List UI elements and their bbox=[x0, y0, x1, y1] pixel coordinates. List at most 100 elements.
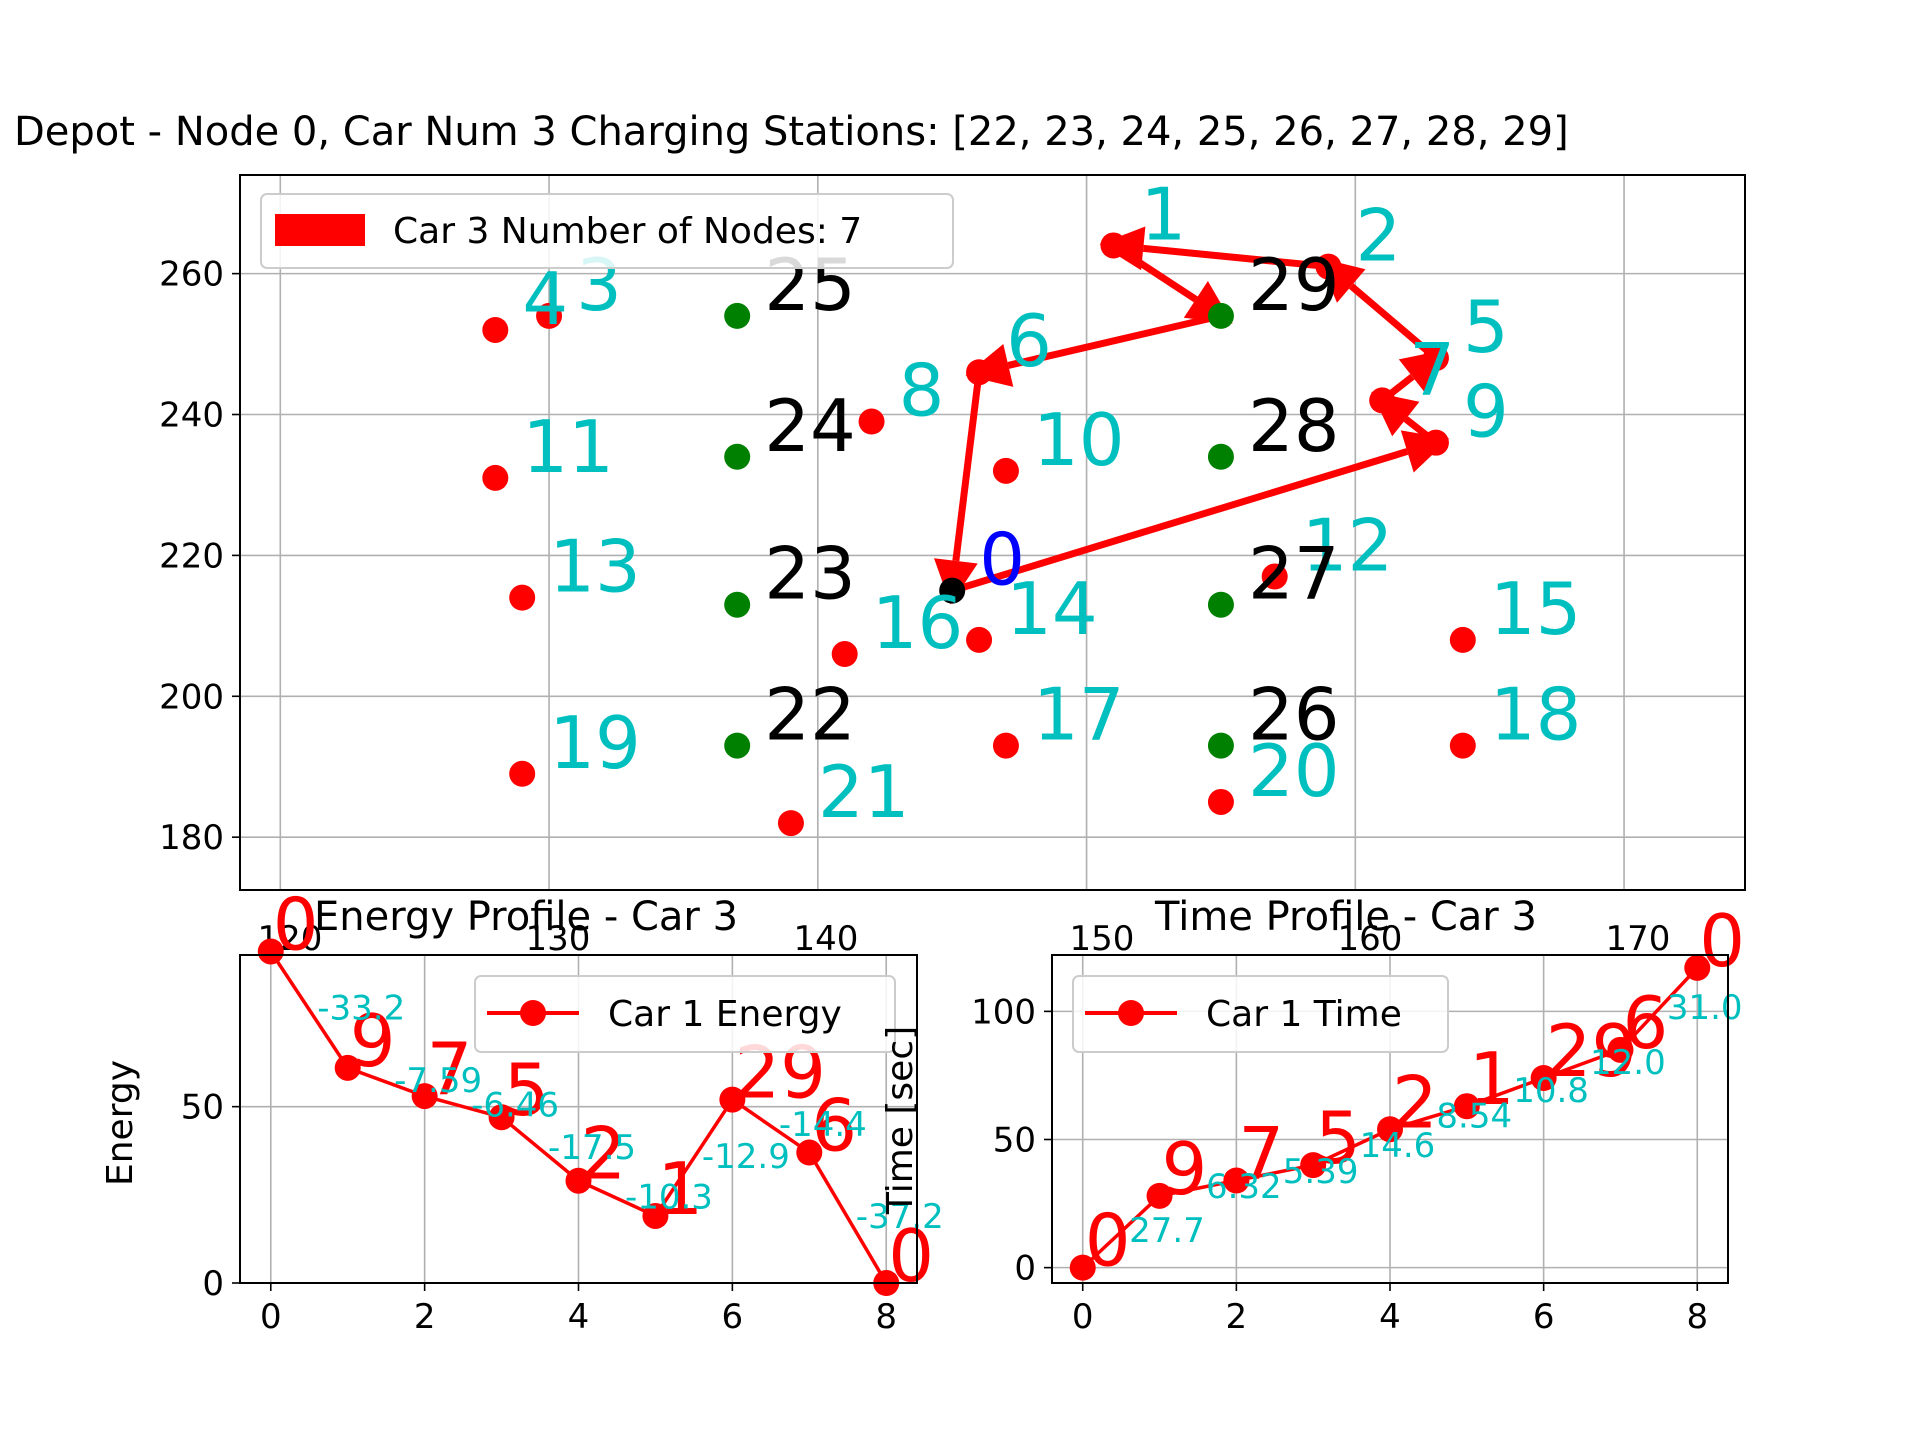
series-marker bbox=[1684, 954, 1711, 981]
customer-point bbox=[536, 302, 563, 329]
segment-delta-label: -6.46 bbox=[471, 1086, 559, 1126]
customer-label: 21 bbox=[818, 750, 910, 834]
segment-delta-label: 31.0 bbox=[1667, 988, 1743, 1028]
station-point bbox=[724, 591, 751, 618]
segment-delta-label: -37.2 bbox=[856, 1197, 944, 1237]
time-series bbox=[1069, 954, 1711, 1281]
customer-point bbox=[831, 641, 858, 668]
segment-delta-label: 5.39 bbox=[1283, 1152, 1359, 1192]
station-label: 28 bbox=[1248, 384, 1340, 468]
route-map-title: Depot - Node 0, Car Num 3 Charging Stati… bbox=[14, 109, 1569, 155]
point-node-label: 5 bbox=[1315, 1096, 1361, 1180]
segment-delta-label: -17.5 bbox=[548, 1128, 636, 1168]
series-marker bbox=[1069, 1254, 1096, 1281]
point-node-label: 29 bbox=[1546, 1009, 1638, 1093]
y-tick-label: 50 bbox=[181, 1088, 224, 1128]
customer-point bbox=[1369, 387, 1396, 414]
top-tick-label: 170 bbox=[1606, 919, 1671, 959]
x-tick-label: 2 bbox=[1226, 1297, 1248, 1337]
point-node-label: 1 bbox=[657, 1147, 703, 1231]
top-tick-label: 150 bbox=[1070, 919, 1135, 959]
customer-label: 4 bbox=[522, 257, 568, 341]
y-tick-label: 220 bbox=[159, 536, 224, 576]
customer-point bbox=[1315, 253, 1342, 280]
route-segment bbox=[951, 448, 1409, 594]
energy-frame bbox=[239, 954, 918, 1284]
route-segment bbox=[1111, 242, 1198, 303]
station-point bbox=[724, 443, 751, 470]
customer-label: 5 bbox=[1463, 285, 1509, 369]
series-marker bbox=[1300, 1152, 1327, 1179]
x-tick-label: 6 bbox=[722, 1297, 744, 1337]
customer-label: 20 bbox=[1248, 729, 1340, 813]
time-legend: Car 1 Time bbox=[1072, 975, 1449, 1053]
customer-point bbox=[482, 464, 509, 491]
point-node-label: 0 bbox=[273, 882, 319, 966]
customer-point bbox=[509, 760, 536, 787]
energy-y-axis-label: Energy bbox=[100, 1060, 141, 1186]
x-tick-label: 2 bbox=[414, 1297, 436, 1337]
y-tick-label: 200 bbox=[159, 677, 224, 717]
time-frame bbox=[1051, 954, 1729, 1284]
route-map-points bbox=[482, 232, 1476, 837]
time-legend-marker bbox=[1118, 1000, 1144, 1026]
energy-annotations: 09 7 52 12960-33.2-7.59-6.46-17.5-10.3-12.9… bbox=[273, 882, 944, 1298]
station-label: 27 bbox=[1248, 532, 1340, 616]
x-tick-label: 8 bbox=[875, 1297, 897, 1337]
route-segment bbox=[1142, 244, 1329, 271]
customer-label: 10 bbox=[1033, 398, 1125, 482]
point-node-label: 5 bbox=[504, 1048, 550, 1132]
series-marker bbox=[411, 1083, 438, 1110]
time-legend-label: Car 1 Time bbox=[1206, 994, 1402, 1035]
series-marker bbox=[488, 1104, 515, 1131]
segment-delta-label: -7.59 bbox=[394, 1061, 482, 1101]
y-tick-label: 180 bbox=[159, 818, 224, 858]
customer-label: 1 bbox=[1140, 172, 1186, 256]
route-map-axis-ticks: 180 200 220 240 260 bbox=[159, 255, 240, 858]
route-legend-swatch bbox=[275, 214, 365, 246]
customer-point bbox=[1261, 563, 1288, 590]
segment-delta-label: -10.3 bbox=[625, 1177, 713, 1217]
customer-label: 13 bbox=[549, 525, 641, 609]
point-node-label: 7 bbox=[427, 1027, 473, 1111]
customer-label: 8 bbox=[899, 349, 945, 433]
customer-label: 9 bbox=[1463, 370, 1509, 454]
y-tick-label: 0 bbox=[202, 1264, 224, 1304]
top-tick-label: 160 bbox=[1338, 919, 1403, 959]
customer-label: 6 bbox=[1006, 299, 1052, 383]
series-marker bbox=[1453, 1093, 1480, 1120]
customer-point bbox=[1100, 232, 1127, 259]
point-node-label: 0 bbox=[1085, 1199, 1131, 1283]
station-point bbox=[1207, 443, 1234, 470]
x-tick-label: 8 bbox=[1686, 1297, 1708, 1337]
top-tick-label: 140 bbox=[794, 919, 859, 959]
route-segment bbox=[1349, 283, 1439, 361]
route-map-frame bbox=[239, 174, 1746, 891]
route-segment bbox=[1007, 312, 1222, 369]
point-node-label: 6 bbox=[811, 1084, 857, 1168]
station-point bbox=[724, 732, 751, 759]
station-point bbox=[724, 302, 751, 329]
customer-point bbox=[966, 626, 993, 653]
energy-legend-box bbox=[474, 975, 896, 1053]
customer-label: 19 bbox=[549, 701, 641, 785]
y-tick-label: 50 bbox=[993, 1121, 1036, 1161]
customer-point bbox=[1422, 345, 1449, 372]
segment-delta-label: 8.54 bbox=[1436, 1097, 1512, 1137]
point-node-label: 6 bbox=[1622, 981, 1668, 1065]
customer-point bbox=[858, 408, 885, 435]
customer-point bbox=[966, 359, 993, 386]
customer-point bbox=[1449, 732, 1476, 759]
customer-point bbox=[509, 584, 536, 611]
series-marker bbox=[1377, 1116, 1403, 1143]
y-tick-label: 0 bbox=[1014, 1249, 1036, 1289]
series-marker bbox=[334, 1054, 361, 1081]
station-label: 23 bbox=[764, 532, 856, 616]
point-node-label: 2 bbox=[581, 1112, 627, 1196]
x-tick-label: 4 bbox=[1379, 1297, 1401, 1337]
